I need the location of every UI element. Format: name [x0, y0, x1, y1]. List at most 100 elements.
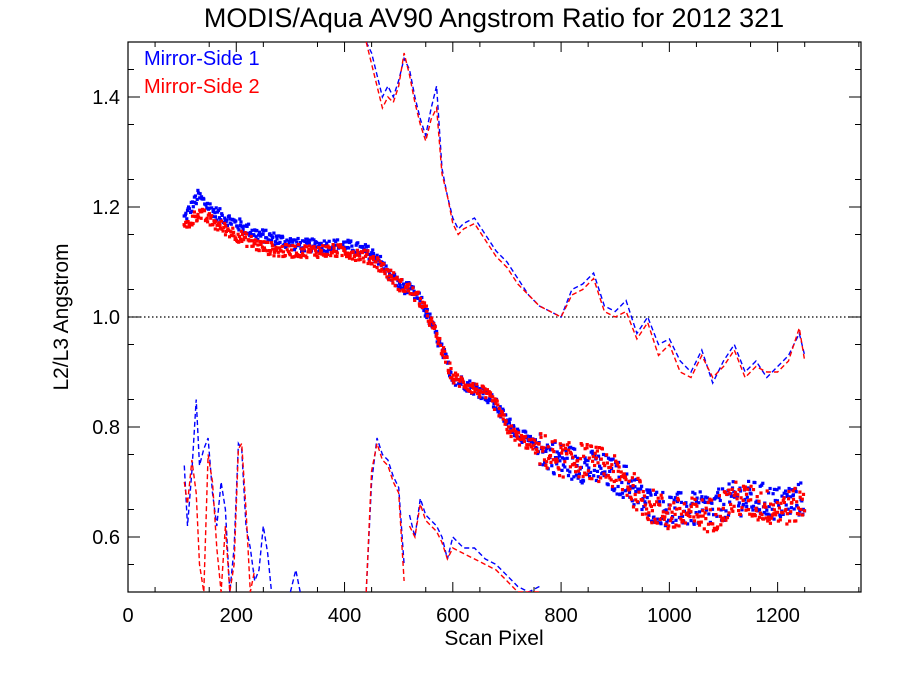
data-point-side2 — [491, 399, 496, 403]
data-point-side2 — [599, 457, 603, 461]
data-point-side2 — [603, 464, 607, 468]
data-point-side2 — [740, 506, 744, 510]
data-point-side2 — [243, 236, 248, 240]
data-point-side2 — [191, 221, 195, 226]
data-point-side2 — [302, 247, 306, 251]
data-point-side2 — [795, 512, 800, 516]
data-point-side1 — [755, 499, 759, 503]
data-point-side1 — [613, 487, 617, 491]
data-point-side1 — [363, 243, 367, 247]
data-point-side1 — [239, 220, 243, 224]
data-point-side1 — [601, 452, 606, 457]
data-point-side2 — [240, 239, 244, 243]
data-point-side1 — [760, 483, 764, 487]
data-point-side1 — [341, 243, 345, 247]
data-point-side1 — [350, 244, 354, 248]
data-point-side2 — [557, 467, 561, 471]
data-point-side2 — [771, 503, 775, 507]
data-point-side1 — [300, 239, 305, 243]
data-point-side1 — [791, 493, 795, 497]
data-point-side2 — [450, 376, 454, 380]
data-point-side1 — [277, 234, 281, 238]
data-point-side1 — [563, 465, 567, 469]
data-point-side2 — [254, 248, 259, 252]
data-point-side2 — [588, 476, 592, 481]
data-point-side1 — [691, 490, 695, 494]
data-point-side2 — [356, 251, 360, 255]
data-point-side2 — [213, 227, 217, 231]
data-point-side2 — [727, 511, 731, 515]
data-point-side2 — [379, 264, 383, 268]
data-point-side2 — [257, 249, 261, 253]
data-point-side1 — [551, 442, 555, 446]
data-point-side2 — [445, 355, 449, 359]
data-point-side2 — [552, 450, 556, 454]
data-point-side2 — [593, 463, 597, 468]
data-point-side2 — [348, 254, 352, 258]
data-point-side1 — [195, 197, 199, 202]
data-point-side2 — [736, 493, 740, 497]
data-point-side2 — [741, 498, 745, 503]
data-point-side1 — [333, 243, 337, 247]
data-point-side2 — [309, 248, 313, 253]
data-point-side1 — [302, 249, 306, 253]
data-point-side2 — [426, 319, 430, 323]
data-point-side2 — [631, 484, 635, 488]
data-point-side1 — [228, 217, 232, 221]
data-point-side2 — [358, 254, 362, 258]
data-point-side2 — [635, 508, 639, 512]
data-point-side2 — [690, 496, 694, 500]
data-point-side1 — [664, 508, 668, 512]
data-point-side1 — [778, 514, 783, 518]
data-point-side2 — [253, 242, 257, 246]
data-point-side1 — [719, 508, 723, 512]
data-point-side1 — [291, 238, 295, 242]
data-point-side2 — [767, 518, 771, 522]
data-point-side2 — [363, 254, 368, 258]
data-point-side2 — [755, 495, 759, 499]
data-point-side1 — [609, 458, 613, 462]
data-point-side2 — [321, 244, 325, 248]
data-point-side1 — [641, 497, 645, 501]
data-point-side1 — [225, 223, 229, 228]
data-point-side2 — [265, 249, 269, 253]
data-point-side2 — [739, 496, 743, 500]
data-point-side1 — [792, 507, 796, 511]
data-point-side2 — [594, 456, 599, 460]
data-point-side1 — [648, 488, 652, 492]
data-point-side1 — [577, 472, 581, 476]
data-point-side2 — [371, 255, 375, 259]
data-point-side1 — [757, 508, 762, 512]
data-point-side2 — [539, 435, 543, 439]
data-point-side2 — [512, 427, 516, 431]
data-point-side1 — [796, 482, 800, 487]
data-point-side2 — [787, 497, 791, 501]
data-point-side2 — [407, 289, 411, 293]
data-point-side2 — [780, 511, 785, 515]
data-point-side2 — [372, 264, 376, 268]
data-point-side1 — [322, 249, 326, 253]
data-point-side2 — [590, 477, 594, 481]
data-point-side2 — [503, 422, 507, 426]
data-point-side2 — [640, 498, 644, 502]
data-point-side2 — [748, 512, 752, 516]
data-point-side2 — [299, 255, 303, 259]
data-point-side2 — [611, 469, 615, 474]
data-point-side2 — [451, 373, 455, 377]
data-point-side1 — [710, 507, 715, 511]
data-point-side1 — [729, 494, 733, 498]
data-point-side1 — [731, 480, 735, 484]
data-point-side1 — [794, 490, 798, 494]
data-point-side2 — [600, 447, 604, 451]
data-point-side2 — [693, 497, 697, 501]
data-point-side1 — [316, 250, 320, 254]
data-point-side2 — [602, 472, 606, 476]
data-point-side1 — [624, 464, 628, 468]
data-point-side2 — [454, 371, 458, 375]
data-point-side2 — [380, 267, 384, 272]
data-point-side2 — [229, 230, 233, 234]
data-point-side1 — [615, 492, 619, 496]
data-point-side1 — [566, 468, 570, 472]
data-point-side2 — [615, 461, 619, 465]
data-point-side1 — [325, 250, 329, 254]
